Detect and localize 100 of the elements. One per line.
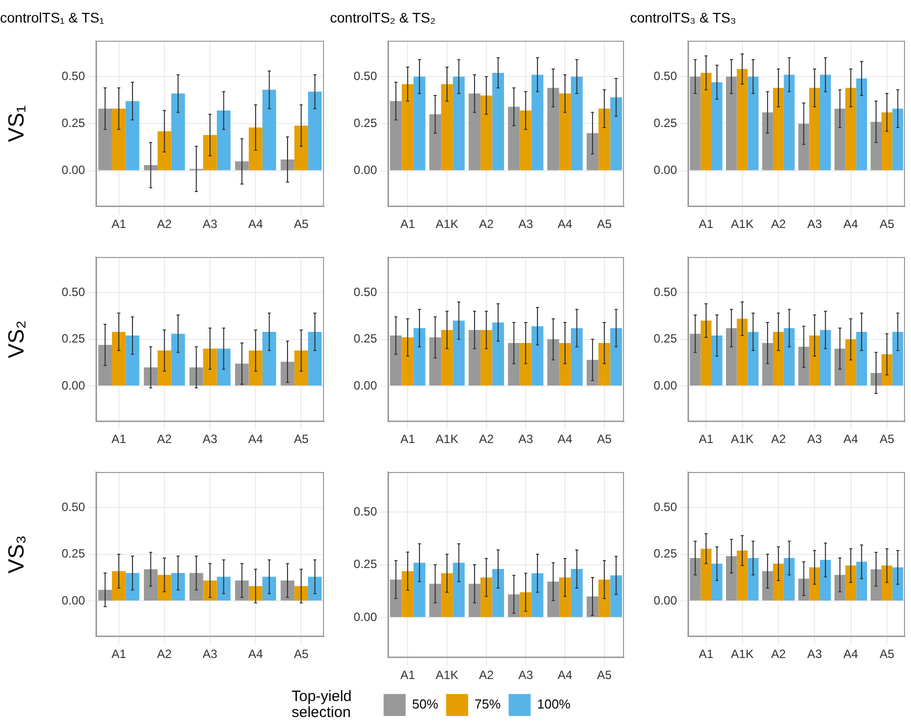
bar xyxy=(532,326,544,386)
bar xyxy=(598,580,610,618)
y-tick-label: 0.25 xyxy=(354,557,378,572)
bar xyxy=(845,88,856,170)
bar xyxy=(712,82,722,170)
bar xyxy=(772,88,784,170)
bar xyxy=(762,571,773,601)
x-tick-label: A3 xyxy=(202,647,218,662)
x-tick-label: A5 xyxy=(596,668,612,682)
x-tick-label: A5 xyxy=(294,217,309,232)
bar xyxy=(834,108,846,170)
bar xyxy=(158,574,172,601)
bar xyxy=(144,165,158,170)
bar xyxy=(203,348,217,386)
bar xyxy=(547,339,560,386)
x-tick-label: A5 xyxy=(294,647,309,662)
y-tick-label: 0.50 xyxy=(62,500,86,514)
x-tick-label: A1 xyxy=(400,217,416,232)
bar xyxy=(402,84,414,170)
bar xyxy=(452,320,465,386)
bar xyxy=(726,328,737,386)
bar xyxy=(248,586,262,601)
bar xyxy=(809,336,820,386)
bar xyxy=(216,110,231,170)
bar xyxy=(126,101,140,170)
x-tick-label: A4 xyxy=(558,432,573,446)
bar xyxy=(532,74,544,170)
bar xyxy=(559,343,571,386)
bar xyxy=(248,350,262,386)
bar xyxy=(262,332,276,386)
bar xyxy=(570,328,583,386)
y-tick-label: 0.25 xyxy=(62,332,86,346)
bar xyxy=(736,318,748,386)
x-tick-label: A4 xyxy=(558,217,573,232)
x-tick-label: A1K xyxy=(436,217,458,232)
x-tick-label: A2 xyxy=(771,647,786,662)
x-tick-label: A5 xyxy=(596,217,612,232)
bar xyxy=(856,332,868,386)
legend-label: 50% xyxy=(412,696,439,712)
bar xyxy=(308,92,322,170)
x-tick-label: A5 xyxy=(294,432,309,446)
bar xyxy=(610,97,622,170)
x-tick-label: A3 xyxy=(202,217,218,232)
y-tick-label: 0.00 xyxy=(654,593,678,608)
bar xyxy=(586,133,598,170)
y-tick-label: 0.50 xyxy=(62,68,86,83)
bar xyxy=(712,564,722,601)
legend-label: 75% xyxy=(474,696,502,712)
bar xyxy=(112,332,126,386)
x-tick-label: A2 xyxy=(478,432,494,446)
bar xyxy=(748,332,759,386)
bar xyxy=(870,569,882,601)
bar xyxy=(480,577,492,618)
y-tick-label: 0.00 xyxy=(62,593,86,608)
bar xyxy=(586,360,598,386)
bar xyxy=(452,562,465,618)
x-tick-label: A4 xyxy=(843,647,858,662)
y-tick-label: 0.25 xyxy=(354,332,378,346)
bar xyxy=(586,596,598,618)
y-tick-label: 0.00 xyxy=(354,610,378,624)
bar xyxy=(881,354,892,386)
x-tick-label: A3 xyxy=(518,668,534,682)
bar xyxy=(772,332,784,386)
bar xyxy=(809,88,820,170)
y-tick-label: 0.50 xyxy=(654,500,678,514)
x-tick-label: A3 xyxy=(202,432,218,446)
bar xyxy=(520,592,532,618)
bar xyxy=(845,339,856,386)
bar xyxy=(294,350,308,386)
x-tick-label: A1 xyxy=(111,432,126,446)
bar xyxy=(171,334,185,386)
bar xyxy=(235,364,249,386)
x-tick-label: A4 xyxy=(843,217,858,232)
x-tick-label: A3 xyxy=(518,217,534,232)
y-tick-label: 0.50 xyxy=(62,284,86,299)
bar xyxy=(480,95,492,170)
bar xyxy=(262,90,276,170)
bar xyxy=(492,569,504,618)
legend-label: 100% xyxy=(537,696,571,712)
x-tick-label: A2 xyxy=(157,217,172,232)
bar xyxy=(700,548,712,601)
bar xyxy=(610,575,622,618)
bar xyxy=(772,564,784,601)
bar xyxy=(784,328,795,386)
bar xyxy=(492,72,504,170)
bar xyxy=(570,76,583,170)
x-tick-label: A2 xyxy=(157,647,172,662)
x-tick-label: A1K xyxy=(436,668,458,682)
bar xyxy=(598,343,610,386)
bar xyxy=(820,560,831,601)
bar xyxy=(112,108,126,170)
bar xyxy=(248,127,262,170)
bar xyxy=(748,558,759,601)
bar xyxy=(726,556,737,601)
bar xyxy=(610,328,622,386)
bar xyxy=(280,580,294,601)
bar xyxy=(308,576,322,601)
bar xyxy=(112,571,126,601)
x-tick-label: A5 xyxy=(596,432,612,446)
bar xyxy=(736,550,748,601)
